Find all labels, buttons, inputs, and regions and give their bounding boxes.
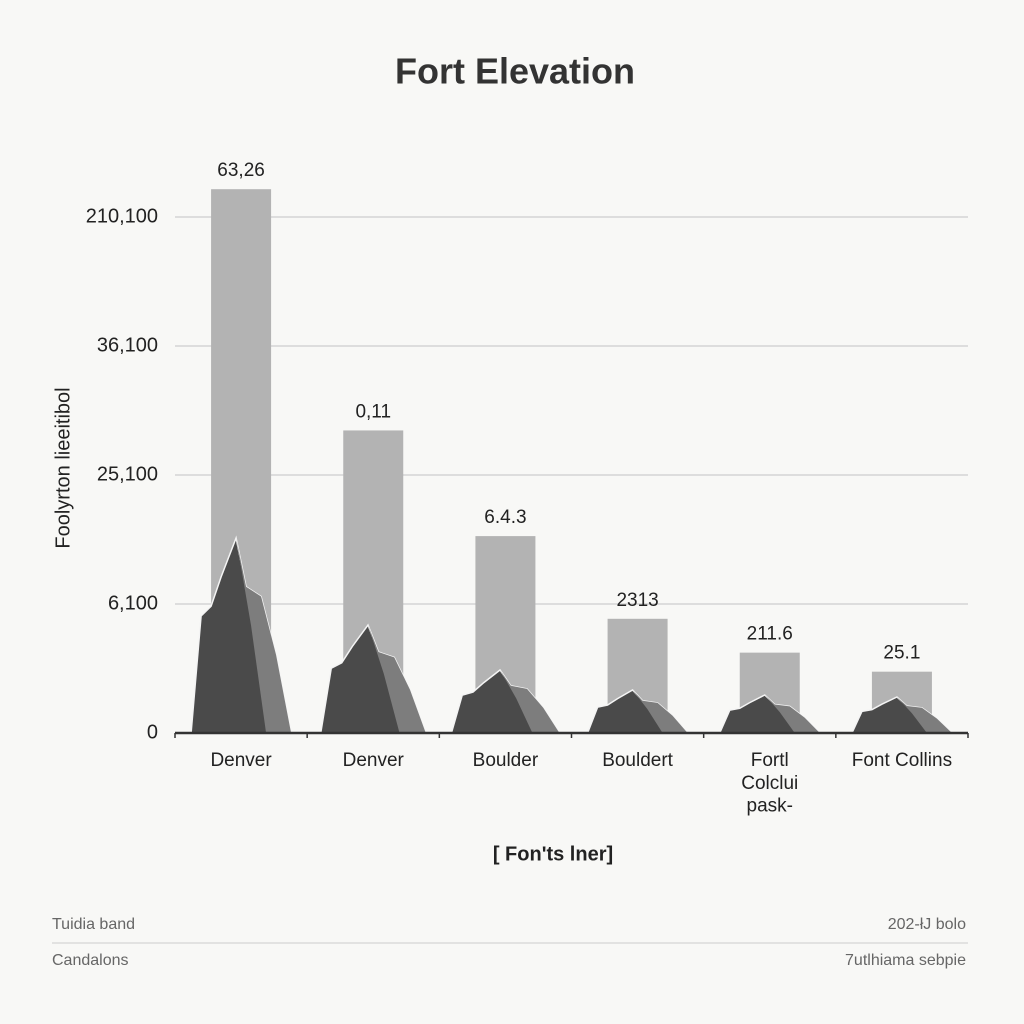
mountain-facet: [236, 538, 292, 733]
mountain-facet: [500, 670, 560, 733]
footer-text: 7utlhiama sebpie: [845, 952, 966, 969]
y-tick-label: 36,100: [97, 334, 158, 356]
value-label: 63,26: [217, 160, 265, 181]
x-tick-label: Denver: [210, 750, 272, 771]
x-tick-label: Denver: [343, 750, 405, 771]
y-axis-label: Foolyrton lieeitibol: [52, 387, 74, 548]
y-tick-label: 25,100: [97, 463, 158, 485]
y-tick-label: 210,100: [86, 205, 158, 227]
x-axis-label: [ Fon'ts lner]: [493, 843, 613, 865]
footer-text: Tuidia band: [52, 916, 135, 933]
footer-text: 202-łJ bolo: [888, 916, 966, 933]
mountain-facet: [764, 695, 820, 733]
chart-title: Fort Elevation: [395, 51, 635, 92]
value-label: 2313: [616, 590, 658, 611]
y-tick-label: 0: [147, 721, 158, 743]
x-tick-label: Bouldert: [602, 750, 673, 771]
x-tick-label: Font Collins: [852, 750, 952, 771]
value-label: 211.6: [747, 624, 793, 645]
y-tick-label: 6,100: [108, 592, 158, 614]
value-label: 0,11: [355, 401, 391, 422]
footer-text: Candalons: [52, 952, 129, 969]
x-tick-label: Boulder: [473, 750, 539, 771]
mountain-facet: [896, 697, 952, 733]
value-label: 6.4.3: [484, 507, 526, 528]
mountain-facet: [632, 690, 688, 733]
mountain-facet: [368, 625, 426, 733]
x-tick-label: Fortl Colclui pask-: [741, 750, 798, 817]
value-label: 25.1: [883, 643, 920, 664]
